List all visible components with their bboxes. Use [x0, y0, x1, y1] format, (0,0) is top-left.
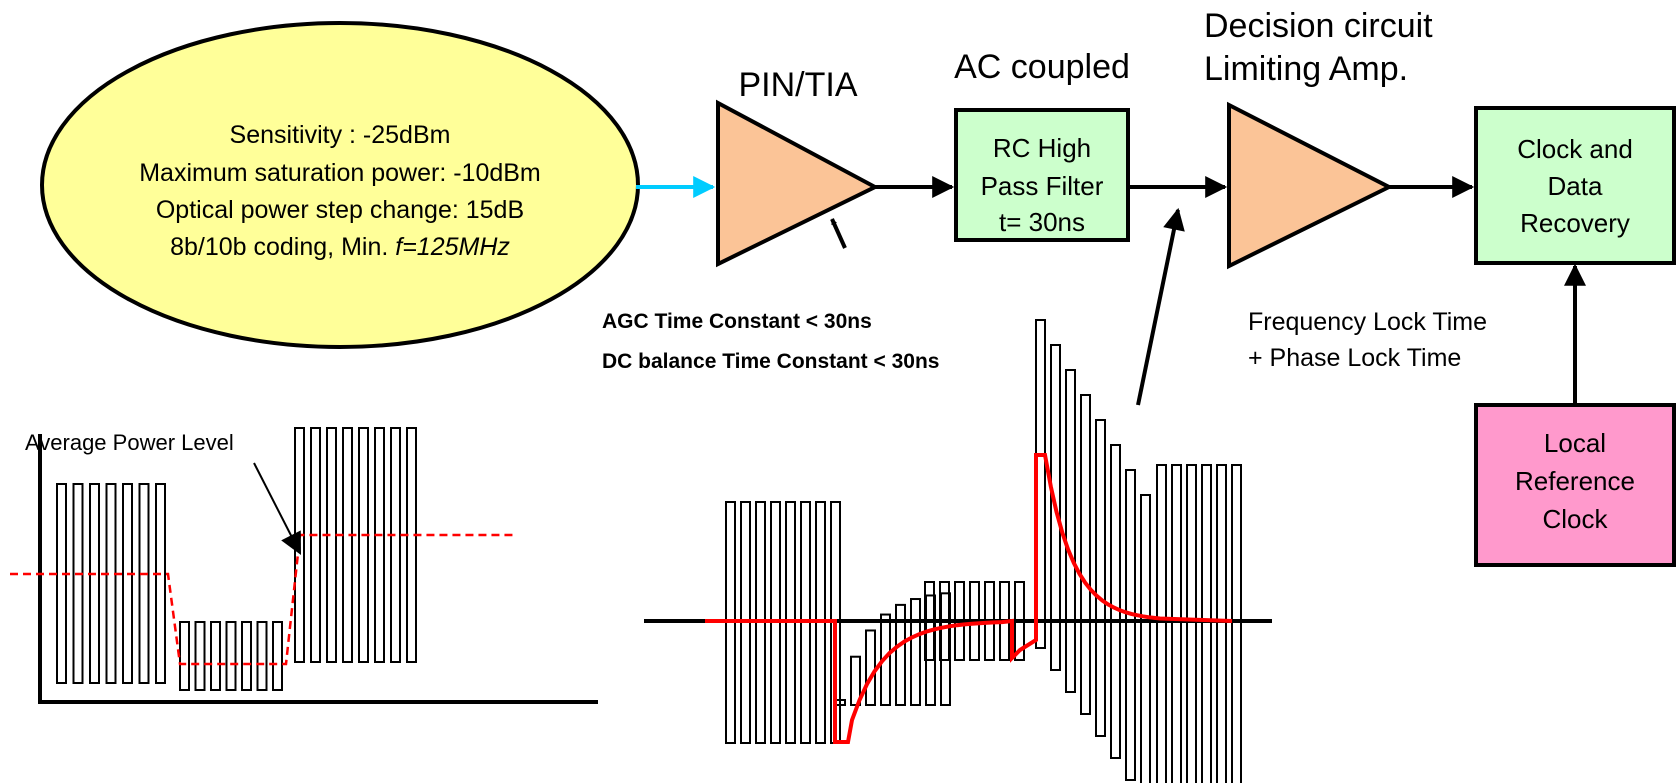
- agc-control-arrow: [830, 218, 847, 249]
- pulse: [895, 603, 906, 707]
- pulse: [1186, 464, 1197, 783]
- pulse: [1095, 419, 1106, 737]
- ref-clock-line3: Clock: [1542, 504, 1608, 534]
- input-waveform-axes: [38, 434, 598, 704]
- pulse: [241, 621, 252, 691]
- spec-bubble: Sensitivity : -25dBm Maximum saturation …: [40, 21, 640, 349]
- pulse: [1171, 464, 1182, 783]
- pulse: [910, 598, 921, 707]
- spec-coding-f: f: [395, 233, 405, 261]
- pin-tia-triangle: [716, 99, 880, 268]
- pulse: [194, 621, 206, 691]
- pin-tia-amplifier: PIN/TIA: [716, 66, 880, 268]
- rc-filter-line2: Pass Filter: [981, 171, 1104, 201]
- pulse: [310, 427, 321, 663]
- pulse: [374, 427, 385, 663]
- limiting-amp-title: Limiting Amp.: [1204, 50, 1408, 88]
- frequency-lock-time-note: Frequency Lock Time: [1248, 308, 1487, 336]
- rc-filter-line3: t= 30ns: [999, 207, 1085, 237]
- pulse: [155, 483, 166, 684]
- pulse: [210, 621, 221, 691]
- average-power-level-trace: [10, 533, 515, 666]
- pulse: [272, 621, 283, 691]
- ref-clock-line2: Reference: [1515, 466, 1635, 496]
- spec-coding-prefix: 8b/10b coding, Min.: [170, 233, 395, 261]
- spec-saturation-power: Maximum saturation power: -10dBm: [139, 159, 541, 187]
- pulse: [406, 427, 417, 663]
- pulse: [326, 427, 337, 663]
- limiting-amp-triangle: [1227, 101, 1394, 270]
- pulse: [56, 483, 67, 684]
- clock-data-recovery: Clock and Data Recovery: [1474, 106, 1676, 265]
- pulse: [850, 655, 861, 707]
- pulse: [138, 483, 150, 684]
- limiting-amplifier: Decision circuit Limiting Amp.: [1204, 7, 1433, 270]
- pulse: [72, 483, 84, 684]
- cdr-box: [1474, 106, 1676, 265]
- local-reference-clock: Local Reference Clock: [1474, 403, 1676, 567]
- pulse: [1231, 464, 1242, 783]
- ac-coupled-output-waveform: [644, 319, 1272, 783]
- dc-baseline-wander-trace: [705, 453, 1233, 744]
- input-pulses: [56, 427, 417, 691]
- rc-filter-line1: RC High: [993, 133, 1091, 163]
- pin-tia-label: PIN/TIA: [738, 66, 857, 104]
- pulse: [1050, 344, 1061, 671]
- pulse: [1110, 444, 1121, 759]
- pulse: [358, 427, 369, 663]
- cdr-line2: Data: [1548, 171, 1603, 201]
- pulse: [256, 621, 268, 691]
- ref-clock-box: [1474, 403, 1676, 567]
- pulse: [225, 621, 237, 691]
- pulse: [390, 427, 401, 663]
- pulse: [89, 483, 100, 684]
- cdr-line1: Clock and: [1517, 134, 1633, 164]
- waveform-pointer-arrow: [1136, 207, 1185, 406]
- pulse: [1065, 369, 1076, 693]
- pulse: [1201, 464, 1212, 783]
- pulse: [179, 621, 190, 691]
- spec-coding: 8b/10b coding, Min. f=125MHz: [170, 233, 510, 261]
- rc-high-pass-filter: AC coupled RC High Pass Filter t= 30ns: [954, 48, 1130, 242]
- output-pulses: [725, 319, 1242, 783]
- ref-clock-line1: Local: [1544, 428, 1606, 458]
- pulse: [105, 483, 117, 684]
- pulse: [1156, 464, 1167, 783]
- ac-coupled-title: AC coupled: [954, 48, 1130, 86]
- input-power-waveform: Average Power Level: [10, 427, 598, 704]
- pulse: [1140, 494, 1151, 783]
- agc-time-constant-note: AGC Time Constant < 30ns: [602, 310, 872, 333]
- rc-filter-box: [954, 108, 1130, 242]
- decision-circuit-title: Decision circuit: [1204, 7, 1433, 45]
- cdr-line3: Recovery: [1520, 208, 1630, 238]
- pulse: [1080, 394, 1091, 715]
- spec-coding-suffix: =125MHz: [402, 233, 510, 261]
- average-power-level-label: Average Power Level: [25, 430, 234, 455]
- dc-balance-time-constant-note: DC balance Time Constant < 30ns: [602, 350, 939, 373]
- pulse: [122, 483, 133, 684]
- pulse: [1216, 464, 1227, 783]
- spec-step-change: Optical power step change: 15dB: [156, 196, 524, 224]
- phase-lock-time-note: + Phase Lock Time: [1248, 344, 1461, 372]
- pulse: [342, 427, 353, 663]
- spec-sensitivity: Sensitivity : -25dBm: [230, 121, 451, 149]
- average-power-level-pointer: [253, 462, 302, 555]
- pulse: [865, 629, 876, 706]
- pulse: [1125, 469, 1136, 781]
